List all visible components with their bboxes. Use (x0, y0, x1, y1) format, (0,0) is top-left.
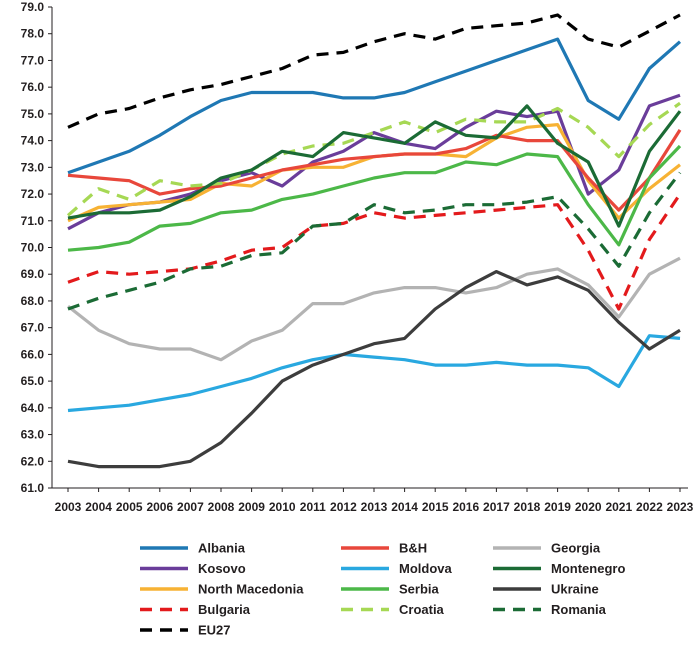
legend-label-montenegro: Montenegro (551, 561, 625, 576)
y-tick-label: 65.0 (21, 374, 45, 388)
legend: Albania Kosovo North Macedonia Bulgaria EU27… (140, 541, 625, 638)
y-tick-label: 71.0 (21, 214, 45, 228)
legend-label-b-h: B&H (399, 541, 427, 556)
x-tick-label: 2004 (85, 500, 112, 514)
x-tick-label: 2018 (514, 500, 541, 514)
x-tick-label: 2017 (483, 500, 510, 514)
y-axis-ticks: 61.0 62.0 63.0 64.0 65.0 66.0 67.0 68.0 69.0 70.0… (21, 0, 52, 495)
legend-label-north-macedonia: North Macedonia (198, 582, 304, 597)
chart-axes (51, 7, 688, 489)
x-tick-label: 2005 (116, 500, 143, 514)
y-tick-label: 64.0 (21, 401, 45, 415)
y-tick-label: 68.0 (21, 294, 45, 308)
y-tick-label: 78.0 (21, 27, 45, 41)
series-line-montenegro (67, 104, 682, 228)
series-line-georgia (67, 256, 681, 362)
y-tick-label: 69.0 (21, 267, 45, 281)
x-tick-label: 2020 (575, 500, 602, 514)
series-line-ukraine (67, 270, 681, 469)
y-tick-label: 63.0 (21, 428, 45, 442)
x-tick-label: 2008 (208, 500, 235, 514)
series-line-croatia (66, 101, 681, 217)
legend-label-kosovo: Kosovo (198, 561, 246, 576)
x-tick-label: 2016 (452, 500, 479, 514)
series-line-serbia (67, 144, 682, 252)
y-tick-label: 73.0 (21, 160, 45, 174)
x-tick-label: 2023 (667, 500, 694, 514)
series-line-albania (67, 37, 682, 175)
y-tick-label: 74.0 (21, 134, 45, 148)
y-tick-label: 79.0 (21, 0, 45, 14)
y-tick-label: 61.0 (21, 481, 45, 495)
legend-label-ukraine: Ukraine (551, 582, 599, 597)
x-tick-label: 2009 (238, 500, 265, 514)
series-lines (66, 13, 682, 469)
legend-label-georgia: Georgia (551, 541, 601, 556)
x-axis-ticks: 2003 2004 2005 2006 2007 2008 2009 2010 2011 2012… (55, 488, 694, 514)
x-tick-label: 2022 (636, 500, 663, 514)
series-line-bulgaria (67, 193, 682, 311)
legend-label-serbia: Serbia (399, 582, 440, 597)
y-tick-label: 75.0 (21, 107, 45, 121)
x-tick-label: 2011 (300, 500, 326, 514)
x-tick-label: 2015 (422, 500, 449, 514)
x-tick-label: 2014 (391, 500, 418, 514)
series-line-b-h (67, 129, 682, 212)
legend-label-croatia: Croatia (399, 602, 445, 617)
series-line-eu27 (67, 13, 681, 129)
x-tick-label: 2003 (55, 500, 82, 514)
x-tick-label: 2012 (330, 500, 357, 514)
y-tick-label: 77.0 (21, 53, 45, 67)
y-tick-label: 62.0 (21, 454, 45, 468)
x-tick-label: 2021 (605, 500, 632, 514)
series-line-romania (67, 171, 682, 311)
y-tick-label: 70.0 (21, 241, 45, 255)
x-tick-label: 2019 (544, 500, 571, 514)
legend-label-romania: Romania (551, 602, 607, 617)
x-tick-label: 2013 (361, 500, 388, 514)
legend-label-bulgaria: Bulgaria (198, 602, 251, 617)
x-tick-label: 2010 (269, 500, 296, 514)
y-tick-label: 66.0 (21, 347, 45, 361)
legend-label-eu27: EU27 (198, 623, 231, 638)
y-tick-label: 76.0 (21, 80, 45, 94)
legend-label-albania: Albania (198, 541, 246, 556)
series-line-moldova (67, 334, 681, 413)
y-tick-label: 72.0 (21, 187, 45, 201)
y-tick-label: 67.0 (21, 321, 45, 335)
legend-label-moldova: Moldova (399, 561, 452, 576)
x-tick-label: 2007 (177, 500, 204, 514)
x-tick-label: 2006 (146, 500, 173, 514)
